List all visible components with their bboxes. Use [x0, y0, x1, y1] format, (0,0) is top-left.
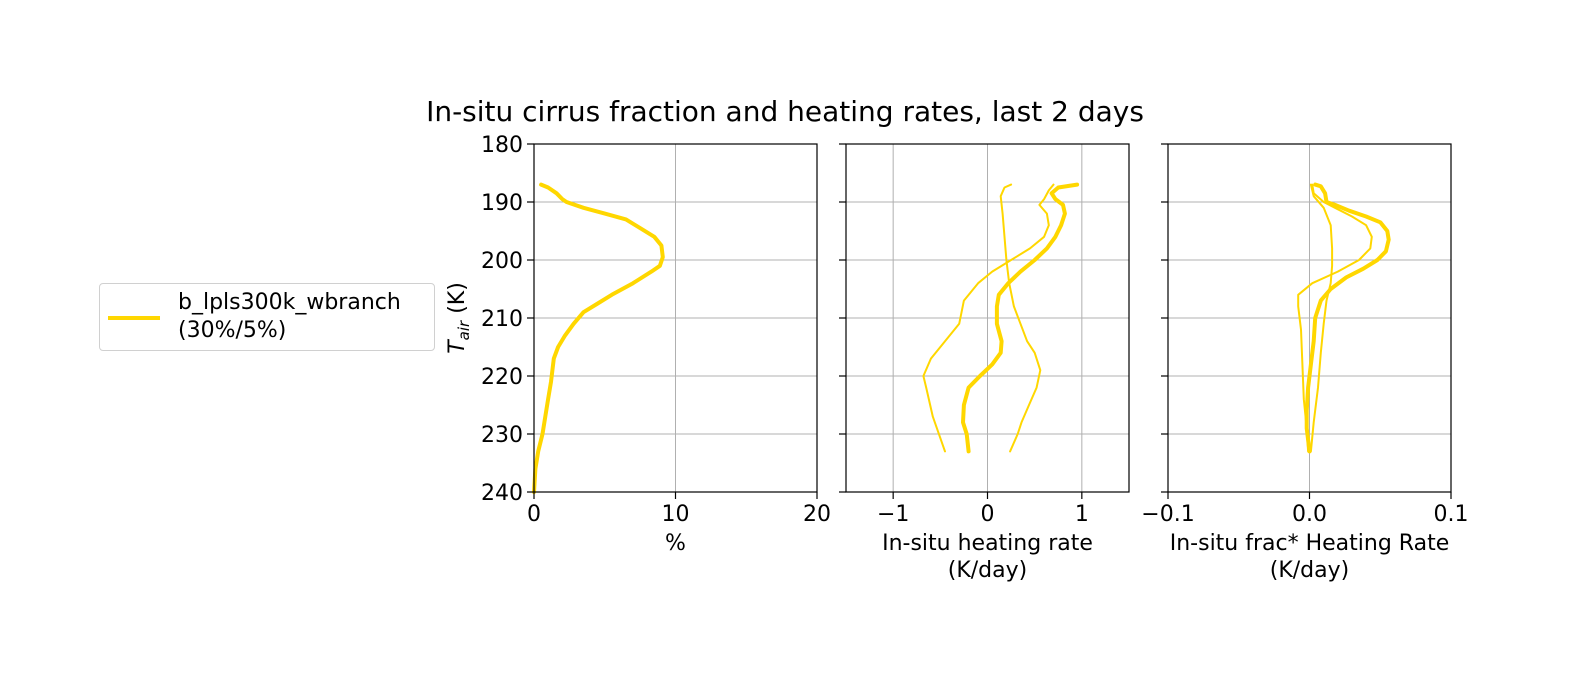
legend-label: b_lpls300k_wbranch (30%/5%): [178, 289, 401, 345]
legend: b_lpls300k_wbranch (30%/5%): [99, 283, 435, 351]
ylabel-unit: (K): [445, 282, 470, 321]
series-line-lower: [1309, 183, 1334, 453]
panel-heating: −1 0 1 In-situ heating rate (K/day): [839, 143, 1130, 583]
panel-fraction-lines: [532, 182, 665, 494]
panel-heating-xlabel: In-situ heating rate: [882, 531, 1093, 556]
panel-heating-ticks: −1 0 1: [839, 143, 1089, 527]
series-line-main: [532, 182, 665, 494]
panel-frac-heating-ticks: −0.1 0.0 0.1: [1141, 143, 1469, 527]
x-tick-label: −1: [877, 502, 909, 527]
legend-label-line1: b_lpls300k_wbranch: [178, 290, 401, 315]
x-tick-label: −0.1: [1141, 502, 1194, 527]
panel-fraction-ticks: 0 10 20 180 190 200 210 220 230 240: [481, 133, 831, 527]
x-tick-label: 0.1: [1434, 502, 1469, 527]
y-tick-label: 230: [481, 423, 523, 448]
x-tick-label: 0: [527, 502, 541, 527]
x-tick-label: 1: [1075, 502, 1089, 527]
x-tick-label: 0: [981, 502, 995, 527]
panel-frac-heating-xlabel: In-situ frac* Heating Rate: [1170, 531, 1450, 556]
series-line-lower: [999, 183, 1042, 453]
panel-frac-heating-xlabel-unit: (K/day): [1270, 558, 1349, 583]
legend-label-line2: (30%/5%): [178, 318, 287, 343]
y-tick-label: 240: [481, 481, 523, 506]
y-tick-label: 220: [481, 365, 523, 390]
x-tick-label: 20: [803, 502, 831, 527]
y-tick-label: 200: [481, 249, 523, 274]
ylabel-main: T: [445, 339, 470, 354]
series-line-main: [1304, 182, 1391, 454]
y-tick-label: 190: [481, 191, 523, 216]
panel-heating-grid: [846, 143, 1129, 493]
ylabel-sub: air: [455, 320, 473, 340]
legend-swatch-line: [108, 316, 160, 320]
panel-fraction-xlabel: %: [665, 531, 686, 556]
series-line-upper: [922, 183, 1055, 453]
x-tick-label: 10: [662, 502, 690, 527]
series-line-main: [961, 182, 1080, 454]
panel-heating-lines: [922, 182, 1080, 454]
y-tick-label: 210: [481, 307, 523, 332]
y-tick-label: 180: [481, 133, 523, 158]
panel-frac-heating-lines: [1297, 182, 1391, 454]
figure-title: In-situ cirrus fraction and heating rate…: [426, 95, 1144, 128]
panel-fraction: 0 10 20 180 190 200 210 220 230 240 % Tair (K): [445, 133, 831, 556]
x-tick-label: 0.0: [1292, 502, 1327, 527]
panel-fraction-ylabel: Tair (K): [445, 282, 473, 354]
series-line-upper: [1297, 183, 1373, 453]
panel-heating-xlabel-unit: (K/day): [948, 558, 1027, 583]
panel-frac-heating: −0.1 0.0 0.1 In-situ frac* Heating Rate (K…: [1141, 143, 1469, 583]
